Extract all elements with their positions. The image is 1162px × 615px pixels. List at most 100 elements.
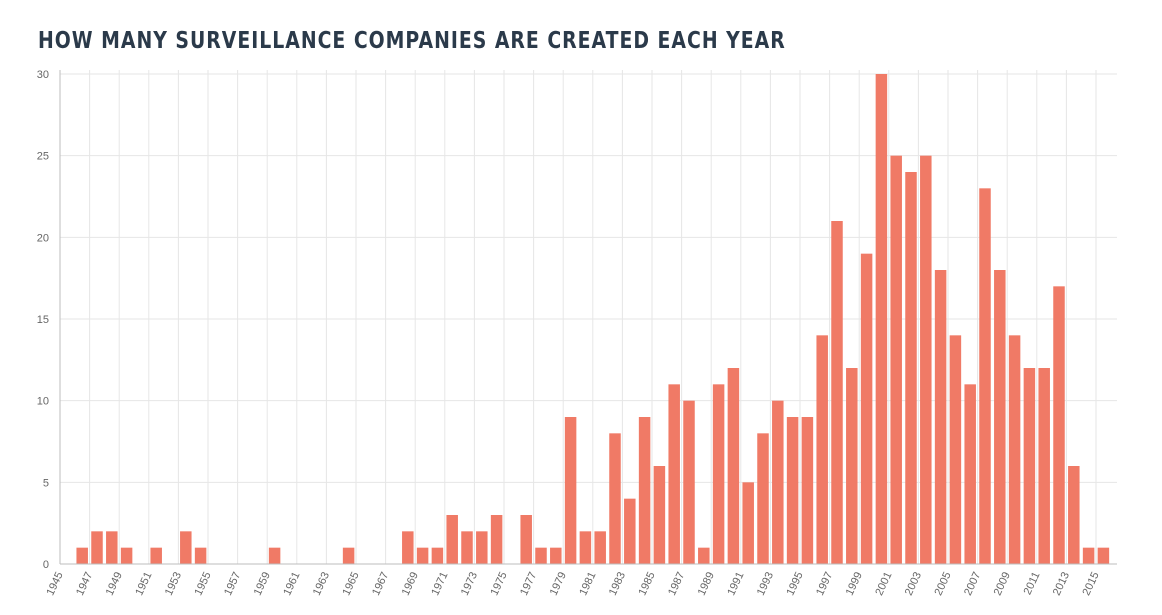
y-tick-label: 5 [43,477,49,489]
x-tick-label: 1961 [281,570,302,597]
bar-1968 [402,531,414,564]
bar-1990 [727,368,740,564]
bar-1994 [786,417,799,564]
bar-2013 [1068,466,1080,564]
x-tick-label: 2009 [992,570,1013,597]
bar-1948 [106,531,118,564]
bar-2014 [1082,547,1095,564]
bar-1992 [757,433,769,564]
x-tick-label: 1985 [636,570,657,597]
x-tick-label: 1981 [577,570,598,597]
x-tick-label: 1989 [696,570,717,597]
bar-2003 [920,155,932,564]
bar-1984 [638,417,651,564]
x-tick-label: 1965 [340,570,361,597]
bar-1985 [653,466,666,564]
bar-1964 [342,547,355,564]
bar-1972 [461,531,473,564]
bar-2011 [1038,368,1050,564]
y-tick-label: 30 [37,69,49,81]
bar-1976 [520,515,532,564]
bar-1954 [194,547,207,564]
bar-1983 [624,498,636,564]
x-tick-label: 2013 [1051,570,1072,597]
bar-1953 [180,531,192,564]
bar-1993 [772,400,784,564]
x-tick-label: 1955 [192,570,213,597]
y-tick-label: 10 [37,396,49,408]
bar-1980 [579,531,592,564]
bar-2006 [964,384,976,564]
bar-1949 [120,547,133,564]
x-tick-label: 1991 [725,570,746,597]
x-tick-label: 2007 [962,570,983,597]
bar-2008 [994,270,1006,564]
chart-title: HOW MANY SURVEILLANCE COMPANIES ARE CREA… [38,28,786,54]
x-tick-label: 1997 [814,570,835,597]
x-tick-label: 1979 [548,570,569,597]
bars [76,74,1110,565]
bar-2012 [1053,286,1065,564]
y-axis-tick-labels: 0 5 10 15 20 25 30 [37,69,49,571]
x-tick-label: 1983 [607,570,628,597]
x-tick-label: 1949 [104,570,125,597]
bar-2001 [890,155,902,564]
bar-1971 [446,515,458,564]
bar-1987 [683,400,695,564]
bar-1996 [816,335,828,564]
x-tick-label: 1987 [666,570,687,597]
y-tick-label: 20 [37,232,49,244]
x-tick-label: 1945 [44,570,65,597]
bar-1977 [535,547,547,564]
bar-1946 [76,547,88,564]
x-tick-label: 2015 [1080,570,1101,597]
bar-1959 [268,547,281,564]
x-tick-label: 1993 [755,570,776,597]
x-axis-tick-labels: 1945 1947 1949 1951 1953 1955 1957 1959 1961 1963… [44,570,1101,597]
bar-2009 [1008,335,1021,564]
bar-1947 [91,531,103,564]
x-tick-label: 1947 [74,570,95,597]
x-tick-label: 1977 [518,570,539,597]
bar-1997 [831,221,843,564]
y-tick-label: 15 [37,314,49,326]
bar-2005 [949,335,962,564]
bar-1995 [801,417,814,564]
bar-1974 [490,515,503,564]
x-tick-label: 2005 [932,570,953,597]
bar-1991 [742,482,754,564]
bar-1986 [668,384,680,564]
bar-1981 [594,531,606,564]
bar-2004 [934,270,947,564]
bar-1969 [416,547,429,564]
bar-2002 [905,172,917,564]
bar-2007 [979,188,991,565]
bar-1951 [150,547,162,564]
x-tick-label: 1971 [429,570,450,597]
x-tick-label: 1967 [370,570,391,597]
bar-1998 [846,368,858,564]
bar-1988 [698,547,710,564]
x-tick-label: 1975 [488,570,509,597]
x-tick-label: 2011 [1022,570,1043,597]
bar-1978 [550,547,562,564]
bar-1999 [860,253,873,564]
bar-2010 [1023,368,1036,564]
bar-1973 [476,531,488,564]
bar-1979 [564,417,577,564]
x-tick-label: 1951 [133,570,154,597]
x-tick-label: 1999 [844,570,865,597]
bar-1982 [609,433,621,564]
x-tick-label: 1995 [784,570,805,597]
x-tick-label: 2003 [903,570,924,597]
x-tick-label: 1959 [252,570,273,597]
axes [59,70,1117,565]
bar-2015 [1097,547,1110,564]
x-tick-label: 1969 [400,570,421,597]
x-tick-label: 1973 [459,570,480,597]
x-tick-label: 1953 [163,570,184,597]
y-tick-label: 0 [43,559,49,571]
grid-lines [60,70,1117,564]
y-tick-label: 25 [37,151,49,163]
